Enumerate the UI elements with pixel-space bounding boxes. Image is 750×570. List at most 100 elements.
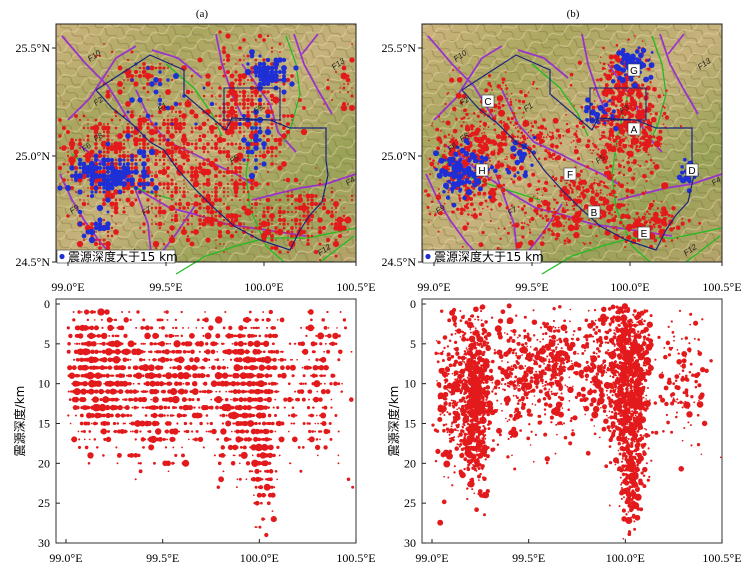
depth-event-dot (194, 342, 197, 345)
event-dot (473, 125, 476, 128)
event-dot (605, 137, 608, 139)
event-dot (186, 206, 190, 210)
event-dot (153, 173, 159, 179)
event-dot (182, 194, 186, 198)
event-dot (93, 161, 99, 167)
event-dot (103, 131, 105, 133)
event-dot (573, 227, 577, 231)
event-dot (291, 119, 293, 121)
deep-event-dot (608, 99, 612, 103)
deep-event-dot (434, 167, 439, 172)
event-dot (238, 182, 242, 186)
deep-event-dot (450, 181, 457, 188)
legend-label: 震源深度大于15 km (68, 249, 178, 264)
event-dot (520, 221, 524, 224)
deep-event-dot (148, 148, 156, 156)
event-dot (334, 238, 338, 242)
deep-event-dot (81, 233, 87, 239)
event-dot (595, 234, 598, 238)
event-dot (205, 73, 211, 79)
depth-event-dot (78, 398, 80, 401)
event-dot (275, 163, 277, 165)
event-dot (595, 189, 598, 192)
event-dot (250, 130, 254, 134)
depth-event-dot (204, 311, 206, 313)
event-dot (246, 154, 250, 158)
deep-event-dot (93, 221, 99, 227)
event-dot (189, 173, 195, 179)
deep-event-dot (113, 173, 119, 179)
event-dot (532, 144, 536, 148)
event-dot (298, 222, 302, 226)
event-dot (231, 111, 233, 113)
event-dot (246, 178, 250, 182)
event-dot (251, 111, 253, 113)
zone-label: F (567, 170, 573, 181)
event-dot (70, 146, 74, 150)
event-dot (229, 81, 235, 87)
event-dot (95, 183, 97, 185)
event-dot (132, 128, 140, 136)
event-dot (325, 209, 331, 215)
event-dot (217, 181, 223, 187)
depth-event-dot (202, 358, 205, 361)
event-dot (79, 171, 81, 173)
depth-event-dot (155, 405, 159, 410)
event-dot (451, 135, 453, 137)
event-dot (105, 89, 111, 95)
river-line (283, 35, 301, 143)
event-dot (206, 210, 210, 214)
event-dot (246, 126, 250, 130)
event-dot (129, 73, 135, 79)
event-dot (202, 94, 206, 98)
depth-event-dot (174, 366, 177, 369)
event-dot (617, 172, 621, 175)
deep-event-dot (105, 221, 111, 227)
deep-event-dot (105, 177, 111, 183)
event-dot (570, 141, 573, 144)
event-dot (89, 149, 95, 155)
event-dot (607, 148, 611, 152)
event-dot (654, 223, 657, 225)
event-dot (98, 190, 102, 194)
event-dot (250, 90, 254, 94)
event-dot (123, 207, 125, 209)
event-dot (102, 238, 106, 242)
event-dot (161, 169, 167, 175)
event-dot (642, 108, 644, 111)
event-dot (571, 188, 574, 191)
deep-event-dot (166, 138, 170, 142)
event-dot (303, 195, 305, 197)
event-dot (70, 138, 74, 142)
event-dot (612, 173, 615, 177)
event-dot (319, 231, 321, 233)
event-dot (238, 170, 242, 174)
event-dot (283, 179, 285, 181)
fault-label: F1 (156, 101, 169, 114)
event-dot (223, 147, 225, 149)
event-dot (627, 203, 630, 206)
event-dot (562, 215, 567, 220)
depth-event-dot (184, 414, 187, 417)
event-dot (609, 138, 612, 142)
event-dot (270, 218, 274, 222)
event-dot (254, 226, 258, 230)
event-dot (346, 102, 350, 106)
event-dot (198, 214, 202, 218)
event-dot (648, 127, 653, 132)
event-dot (575, 130, 578, 133)
event-dot (87, 203, 89, 205)
event-dot (338, 198, 342, 202)
event-dot (184, 100, 192, 108)
event-dot (516, 176, 522, 181)
event-dot (290, 226, 294, 230)
event-dot (269, 93, 275, 99)
event-dot (282, 210, 286, 214)
event-dot (665, 89, 668, 92)
event-dot (294, 198, 298, 202)
depth-event-dot (104, 366, 108, 369)
event-dot (626, 214, 631, 220)
event-dot (455, 138, 458, 141)
event-dot (250, 66, 254, 70)
event-dot (186, 218, 190, 222)
